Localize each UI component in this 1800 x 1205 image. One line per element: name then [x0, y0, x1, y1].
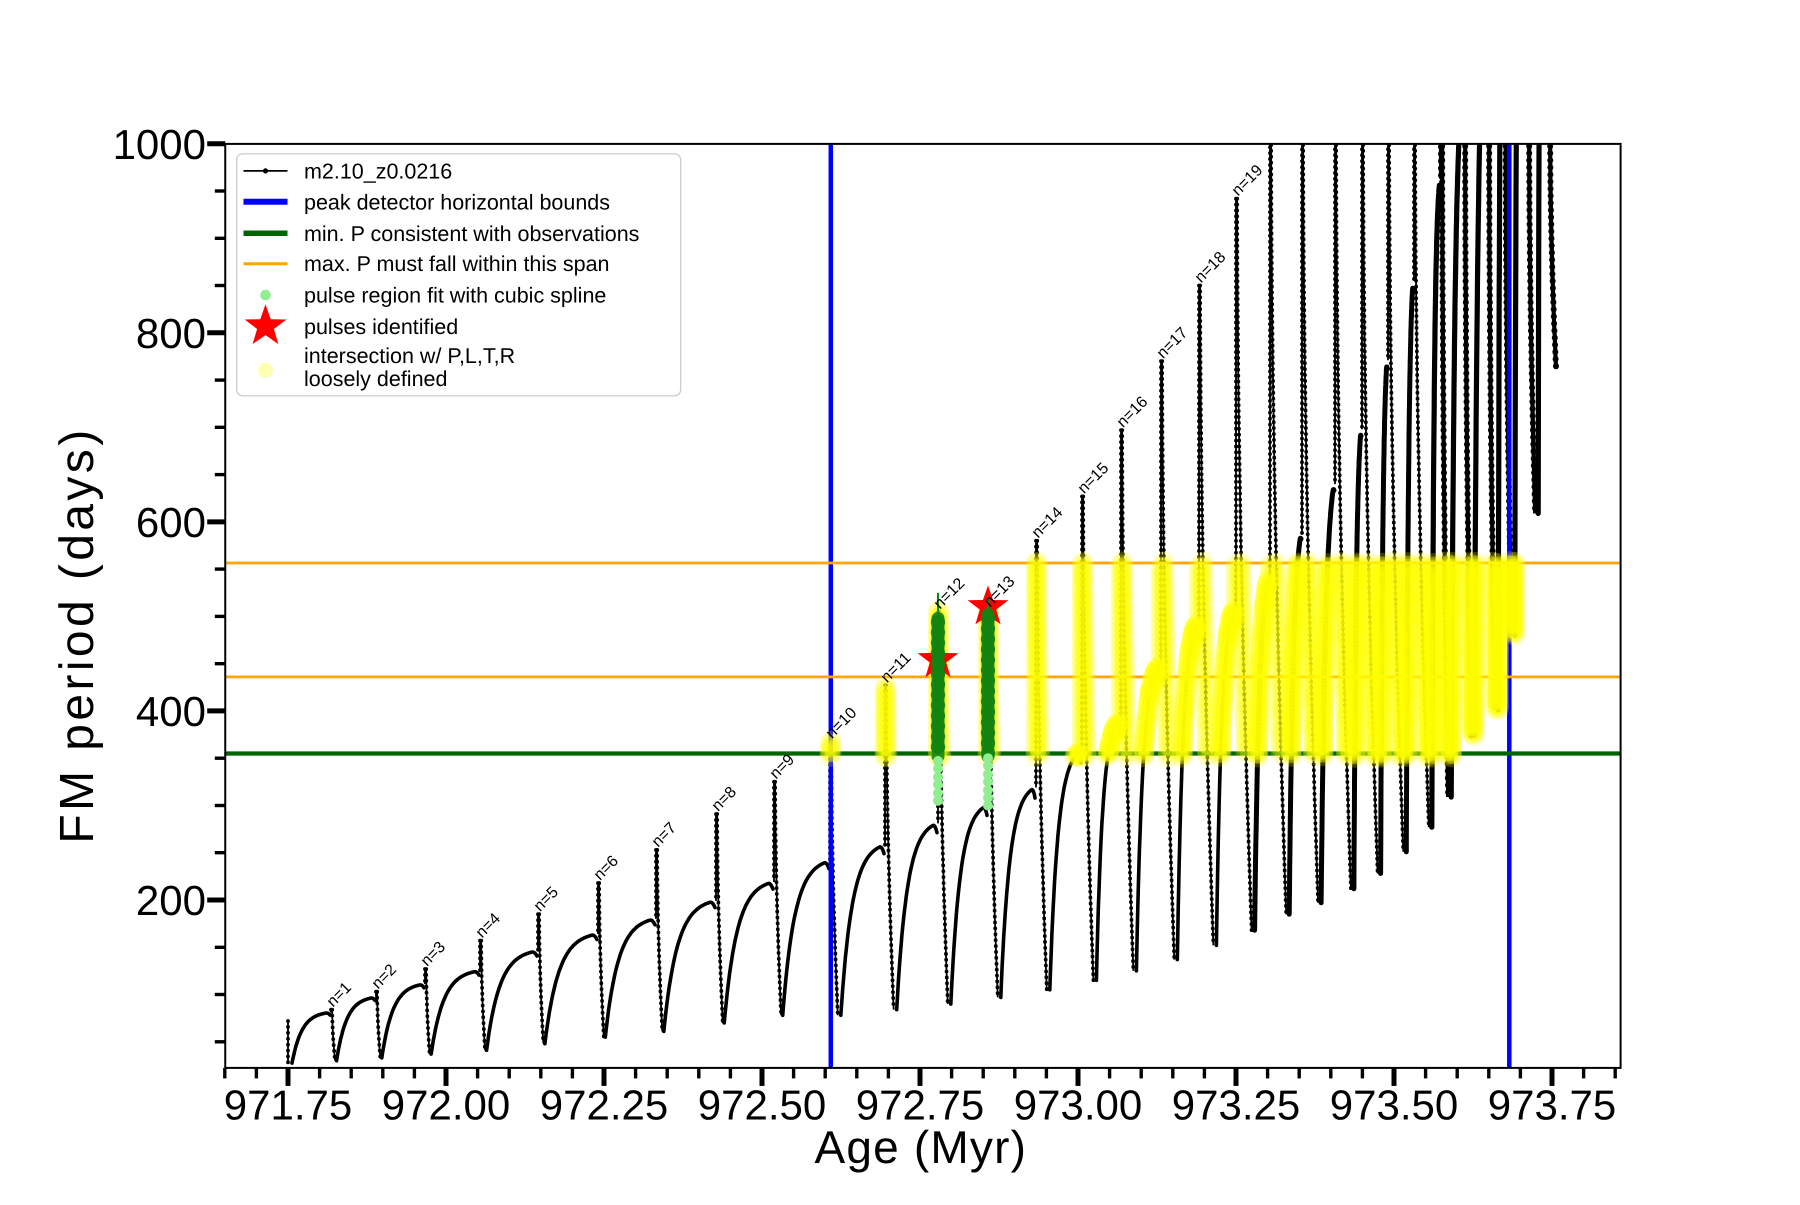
svg-text:m2.10_z0.0216: m2.10_z0.0216: [304, 159, 452, 183]
svg-text:973.25: 973.25: [1172, 1081, 1300, 1128]
svg-text:max. P must fall within this s: max. P must fall within this span: [304, 252, 610, 276]
svg-text:972.50: 972.50: [698, 1081, 826, 1128]
svg-text:pulse region fit with cubic sp: pulse region fit with cubic spline: [304, 284, 606, 308]
svg-text:973.75: 973.75: [1488, 1081, 1616, 1128]
svg-text:intersection w/ P,L,T,R: intersection w/ P,L,T,R: [304, 344, 515, 368]
svg-text:972.00: 972.00: [382, 1081, 510, 1128]
svg-text:973.50: 973.50: [1330, 1081, 1458, 1128]
svg-text:min. P consistent with observa: min. P consistent with observations: [304, 222, 639, 246]
svg-text:loosely defined: loosely defined: [304, 367, 447, 391]
svg-text:971.75: 971.75: [224, 1081, 352, 1128]
svg-text:200: 200: [136, 877, 206, 924]
svg-text:400: 400: [136, 688, 206, 735]
svg-text:800: 800: [136, 310, 206, 357]
svg-text:600: 600: [136, 499, 206, 546]
svg-text:1000: 1000: [113, 121, 206, 168]
svg-text:Age (Myr): Age (Myr): [814, 1121, 1027, 1173]
svg-text:973.00: 973.00: [1014, 1081, 1142, 1128]
svg-text:972.25: 972.25: [540, 1081, 668, 1128]
svg-text:pulses identified: pulses identified: [304, 315, 458, 339]
svg-text:peak detector horizontal bound: peak detector horizontal bounds: [304, 190, 610, 214]
svg-text:FM period (days): FM period (days): [51, 426, 104, 843]
